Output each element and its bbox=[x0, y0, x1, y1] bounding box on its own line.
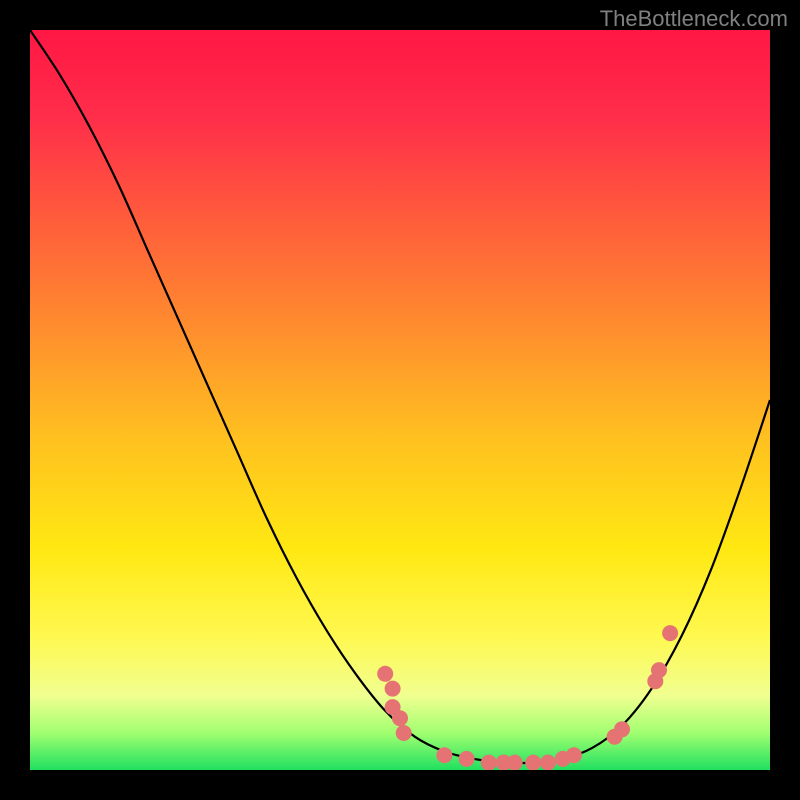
data-point bbox=[507, 755, 523, 770]
data-point bbox=[651, 662, 667, 678]
data-point bbox=[396, 725, 412, 741]
data-point bbox=[540, 755, 556, 770]
bottleneck-chart bbox=[30, 30, 770, 770]
data-point bbox=[662, 625, 678, 641]
data-point bbox=[459, 751, 475, 767]
data-point bbox=[377, 666, 393, 682]
data-point bbox=[392, 710, 408, 726]
watermark-text: TheBottleneck.com bbox=[600, 6, 788, 32]
data-point bbox=[385, 681, 401, 697]
data-point bbox=[566, 747, 582, 763]
data-point bbox=[614, 721, 630, 737]
data-point bbox=[481, 755, 497, 770]
chart-background bbox=[30, 30, 770, 770]
chart-container: TheBottleneck.com bbox=[0, 0, 800, 800]
data-point bbox=[525, 755, 541, 770]
data-point bbox=[436, 747, 452, 763]
chart-area bbox=[30, 30, 770, 770]
